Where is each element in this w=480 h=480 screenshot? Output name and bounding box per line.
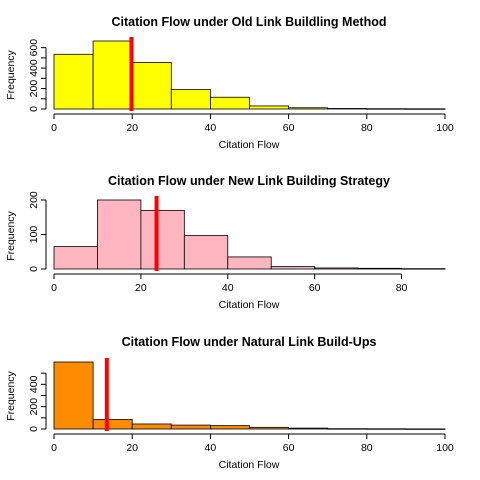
panel-1-bar xyxy=(53,53,94,110)
panel-1-y-tick-label: 200 xyxy=(28,80,40,98)
panel-1-bar xyxy=(209,96,250,110)
panel-3-bar xyxy=(288,427,329,430)
panel-1-plot-area: 0 20 40 60 80 100 0 200 400 600 xyxy=(28,37,454,134)
panel-3-y-tick-label: 200 xyxy=(28,398,40,416)
panel-2-bar xyxy=(357,267,402,270)
panel-1-x-tick-label: 40 xyxy=(205,122,217,134)
panel-3-bar xyxy=(366,428,407,430)
panel-3-ylabel: Frequency xyxy=(5,370,17,420)
panel-3-xlabel: Citation Flow xyxy=(219,459,280,471)
panel-2-y-tick-label: 100 xyxy=(28,226,40,244)
panel-1-y-tick-label: 400 xyxy=(28,59,40,77)
panel-2-x-tick-label: 80 xyxy=(396,282,408,294)
panel-3-bar xyxy=(405,428,446,430)
panel-2-ylabel: Frequency xyxy=(5,210,17,260)
panel-2-x-tick-label: 20 xyxy=(135,282,147,294)
panel-3-x-tick-label: 80 xyxy=(361,442,373,454)
panel-1-x-tick-label: 60 xyxy=(283,122,295,134)
panel-3-bar xyxy=(131,423,172,430)
panel-3-x-tick-label: 40 xyxy=(205,442,217,454)
panel-2-x-tick-label: 40 xyxy=(222,282,234,294)
panel-3-bar xyxy=(249,426,289,430)
panel-1-y-tick-label: 600 xyxy=(28,39,40,57)
panel-1-x-tick-label: 0 xyxy=(51,122,57,134)
panel-2-bar xyxy=(270,266,316,270)
panel-1-x-tick-label: 100 xyxy=(436,122,454,134)
panel-2-bar xyxy=(53,246,98,270)
panel-2-x-tick-label: 60 xyxy=(309,282,321,294)
panel-3: Citation Flow under Natural Link Build-U… xyxy=(5,335,454,471)
panel-2-title: Citation Flow under New Link Building St… xyxy=(108,174,390,188)
panel-3-x-tick-label: 100 xyxy=(436,442,454,454)
panel-1-y-tick-label: 0 xyxy=(28,106,40,112)
panel-1-ylabel: Frequency xyxy=(5,49,17,99)
panel-3-x-tick-label: 60 xyxy=(283,442,295,454)
panel-1-bar xyxy=(92,40,133,110)
panel-3-title: Citation Flow under Natural Link Build-U… xyxy=(122,335,377,349)
panel-2-bar xyxy=(183,235,229,270)
panel-1-bar xyxy=(366,108,407,110)
panel-1-bar xyxy=(405,108,446,110)
panel-1-bar xyxy=(288,107,329,110)
panel-2-xlabel: Citation Flow xyxy=(219,299,280,311)
panel-2-plot-area: 0 20 40 60 80 0 100 200 xyxy=(28,191,446,294)
panel-1-bar xyxy=(327,108,368,110)
panel-3-bar xyxy=(53,361,94,430)
panel-1-title: Citation Flow under Old Link Buildling M… xyxy=(112,15,387,29)
panel-3-bar xyxy=(209,425,250,430)
panel-2: Citation Flow under New Link Building St… xyxy=(5,174,446,311)
panel-3-x-tick-label: 20 xyxy=(126,442,138,454)
panel-2-y-tick-label: 0 xyxy=(28,266,40,272)
panel-1-bar xyxy=(170,89,211,110)
panel-2-bar xyxy=(314,267,359,270)
panel-3-y-tick-label: 0 xyxy=(28,426,40,432)
panel-2-y-tick-label: 200 xyxy=(28,191,40,209)
panel-1-bar xyxy=(249,105,289,110)
panel-1-xlabel: Citation Flow xyxy=(219,139,280,151)
panel-2-bar xyxy=(97,199,142,270)
panel-2-bar xyxy=(227,256,272,270)
panel-1-x-tick-label: 80 xyxy=(361,122,373,134)
panel-3-y-tick-label: 400 xyxy=(28,375,40,393)
panel-1: Citation Flow under Old Link Buildling M… xyxy=(5,15,454,151)
panel-3-bar xyxy=(327,428,368,430)
panel-3-plot-area: 0 20 40 60 80 100 0 200 400 xyxy=(28,358,454,454)
panel-3-x-tick-label: 0 xyxy=(51,442,57,454)
panel-3-bar xyxy=(92,419,133,430)
panel-2-bar xyxy=(140,209,185,270)
panel-1-bar xyxy=(131,62,172,110)
panel-3-bar xyxy=(170,424,211,430)
panel-2-bar xyxy=(401,268,446,270)
panel-2-x-tick-label: 0 xyxy=(51,282,57,294)
panel-1-x-tick-label: 20 xyxy=(126,122,138,134)
